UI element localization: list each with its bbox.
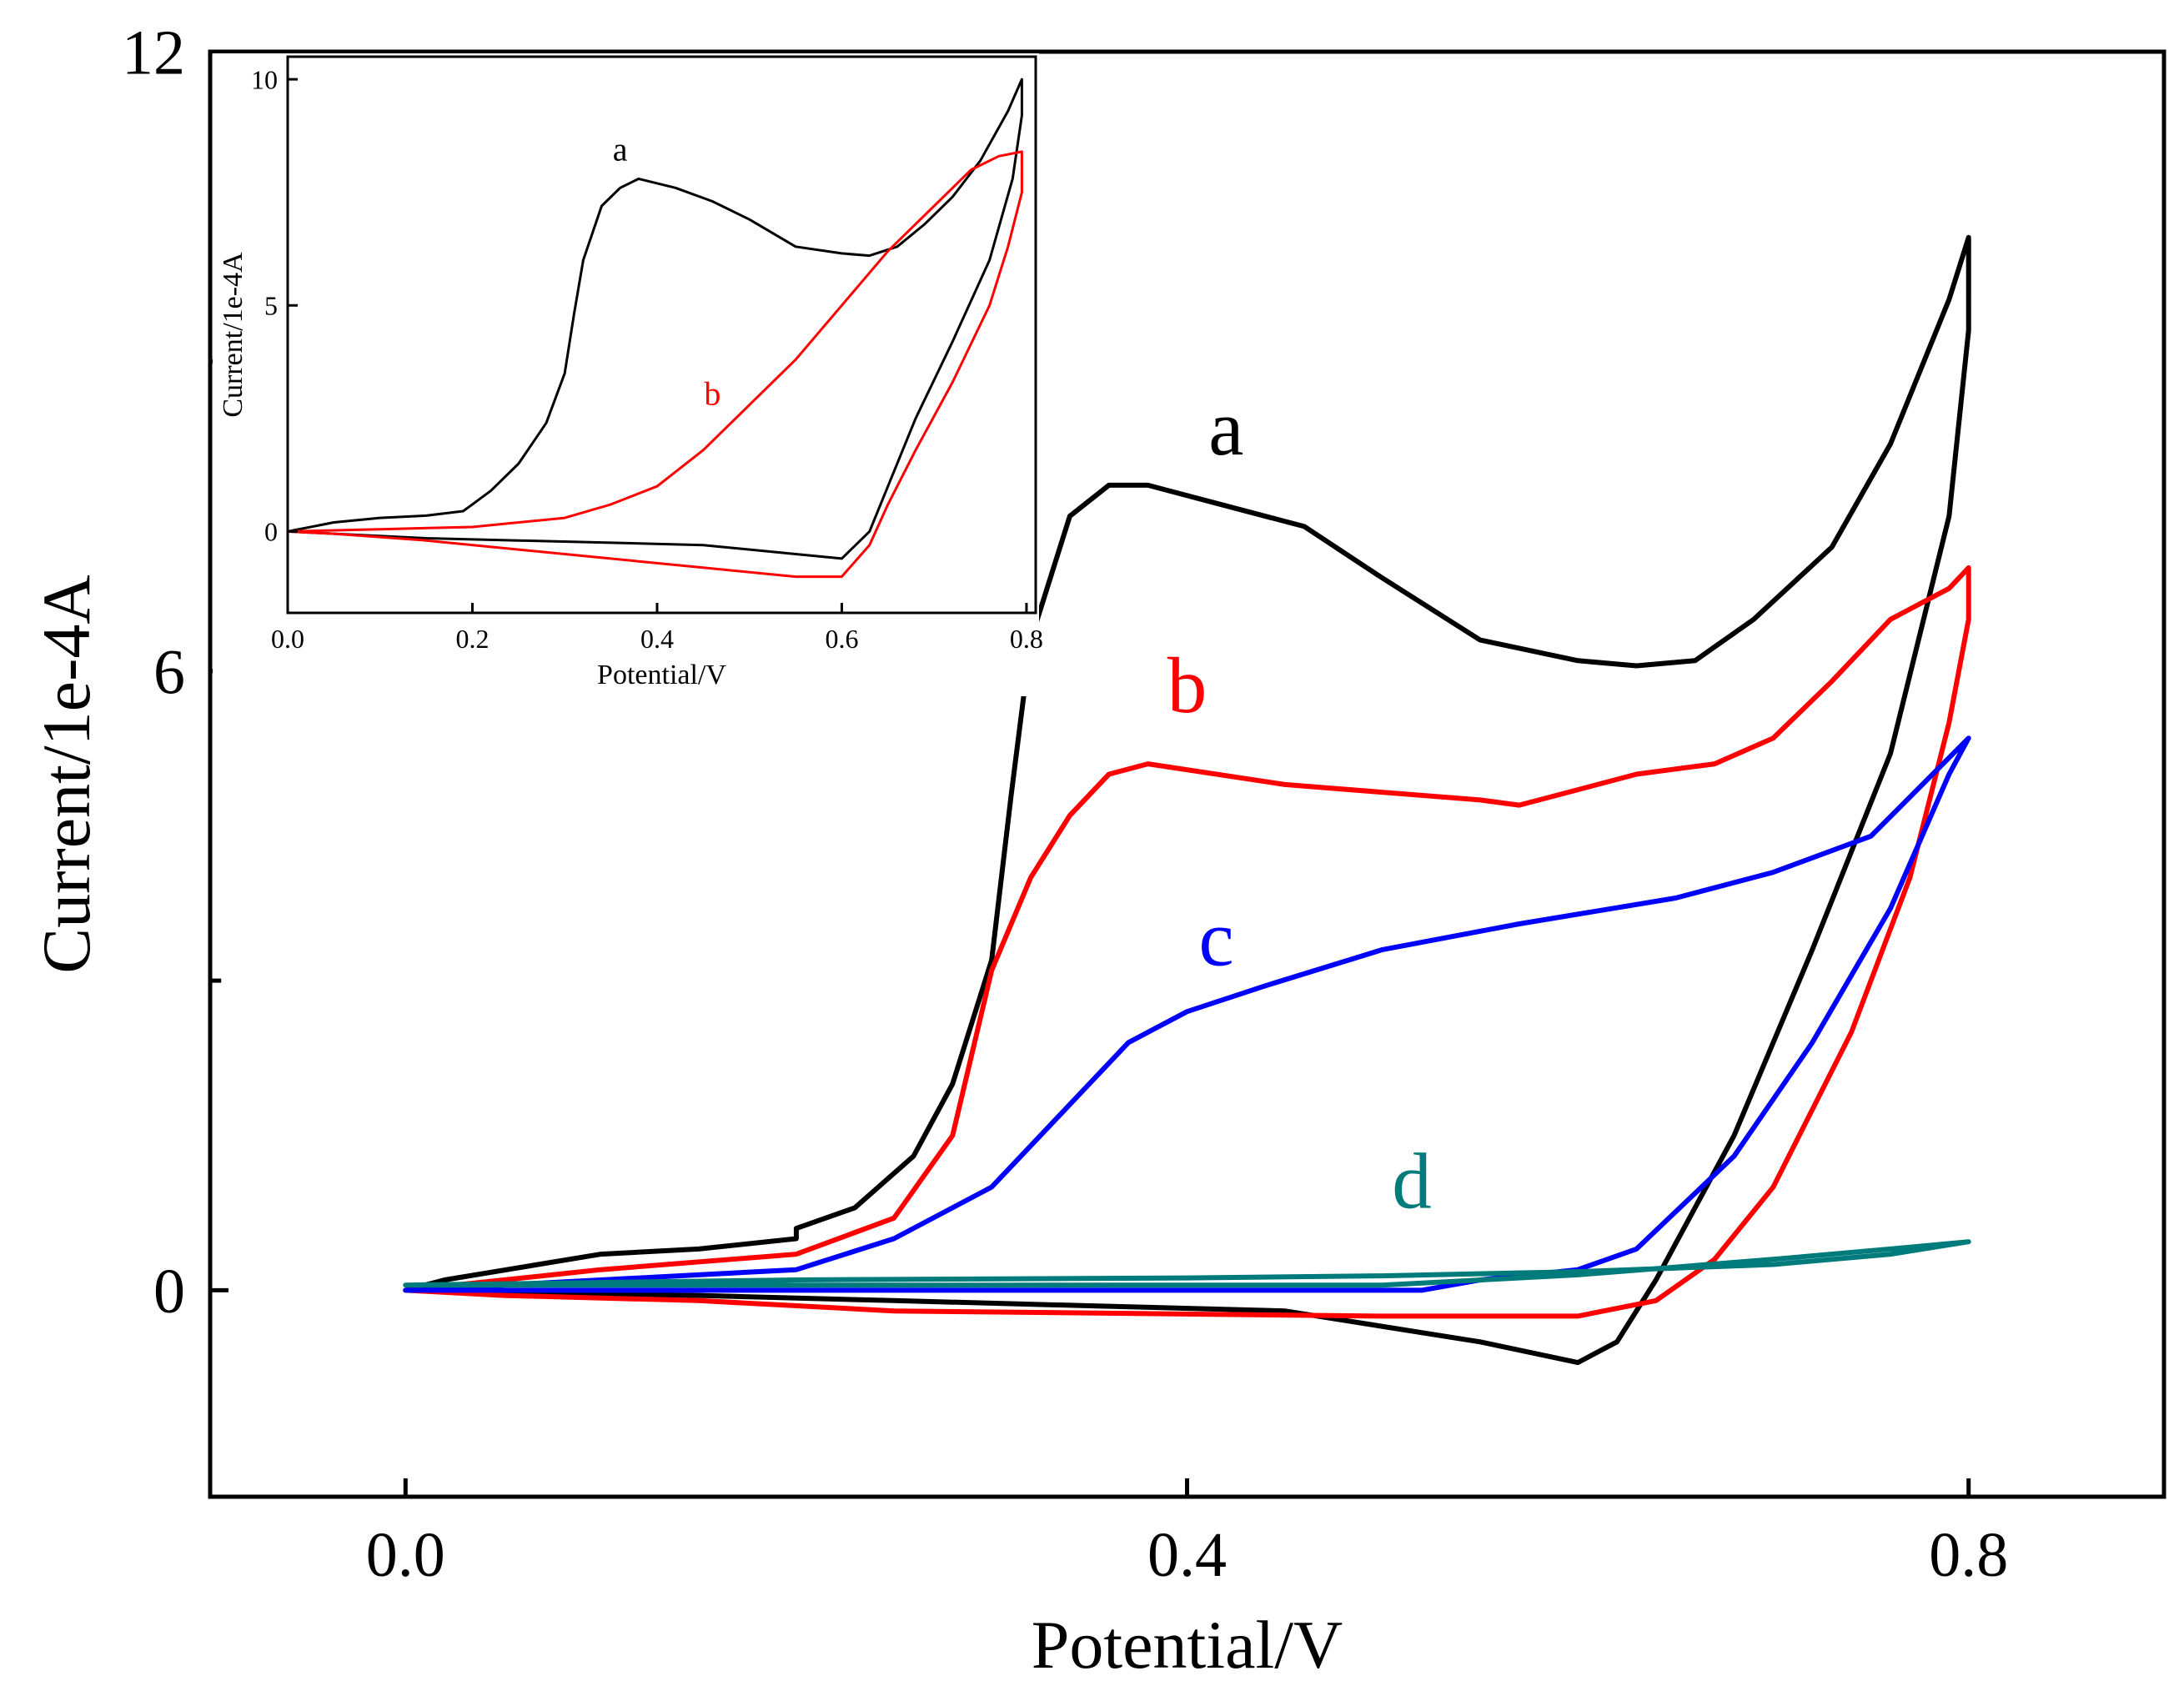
main-series-label-c: c bbox=[1199, 895, 1234, 983]
main-series-line-b bbox=[403, 565, 1971, 1319]
main-x-ticks: 0.0 0.4 0.8 bbox=[366, 1478, 2008, 1590]
inset-series-line-b bbox=[286, 150, 1023, 579]
main-series-group bbox=[403, 234, 1971, 1366]
inset-x-ticks: 0.0 0.2 0.4 0.6 0.8 bbox=[271, 603, 1043, 654]
main-x-tick-label: 0.0 bbox=[366, 1520, 445, 1590]
main-x-tick-label: 0.4 bbox=[1147, 1520, 1227, 1590]
inset-x-tick-label: 0.0 bbox=[271, 624, 304, 654]
inset-x-tick-label: 0.8 bbox=[1010, 624, 1043, 654]
main-series-line-a bbox=[403, 234, 1971, 1366]
main-y-axis-label: Current/1e-4A bbox=[28, 575, 104, 973]
main-series-label-b: b bbox=[1167, 641, 1207, 730]
main-x-axis-label: Potential/V bbox=[1032, 1607, 1343, 1683]
main-y-ticks: 0 6 12 bbox=[122, 18, 228, 1327]
inset-x-tick-label: 0.4 bbox=[640, 624, 674, 654]
inset-series-group bbox=[286, 78, 1023, 579]
inset-y-tick-label: 0 bbox=[264, 517, 278, 547]
main-series-line-c bbox=[403, 735, 1971, 1293]
inset-series-label-a: a bbox=[613, 131, 628, 168]
inset-y-tick-label: 10 bbox=[251, 64, 278, 94]
inset-x-axis-label: Potential/V bbox=[597, 660, 726, 690]
inset-background bbox=[213, 53, 1039, 696]
inset-series-labels: ab bbox=[613, 131, 721, 413]
inset-plot-frame bbox=[286, 55, 1037, 615]
main-y-tick-label: 6 bbox=[153, 637, 185, 707]
inset-x-tick-label: 0.2 bbox=[455, 624, 489, 654]
main-y-tick-label: 12 bbox=[122, 18, 185, 88]
inset-series-line-a bbox=[286, 78, 1023, 560]
inset-x-tick-label: 0.6 bbox=[825, 624, 858, 654]
main-series-label-a: a bbox=[1208, 384, 1243, 472]
inset-y-ticks: 0 5 10 bbox=[251, 64, 298, 547]
inset-series-label-b: b bbox=[704, 375, 720, 413]
main-series-labels: a b c d bbox=[1167, 384, 1432, 1226]
main-series-line-d bbox=[403, 1239, 1971, 1288]
inset-y-axis-label: Current/1e-4A bbox=[218, 252, 249, 418]
main-y-tick-label: 0 bbox=[153, 1257, 185, 1327]
inset-y-tick-label: 5 bbox=[264, 290, 278, 320]
main-series-label-d: d bbox=[1392, 1137, 1432, 1225]
main-x-tick-label: 0.8 bbox=[1929, 1520, 2008, 1590]
